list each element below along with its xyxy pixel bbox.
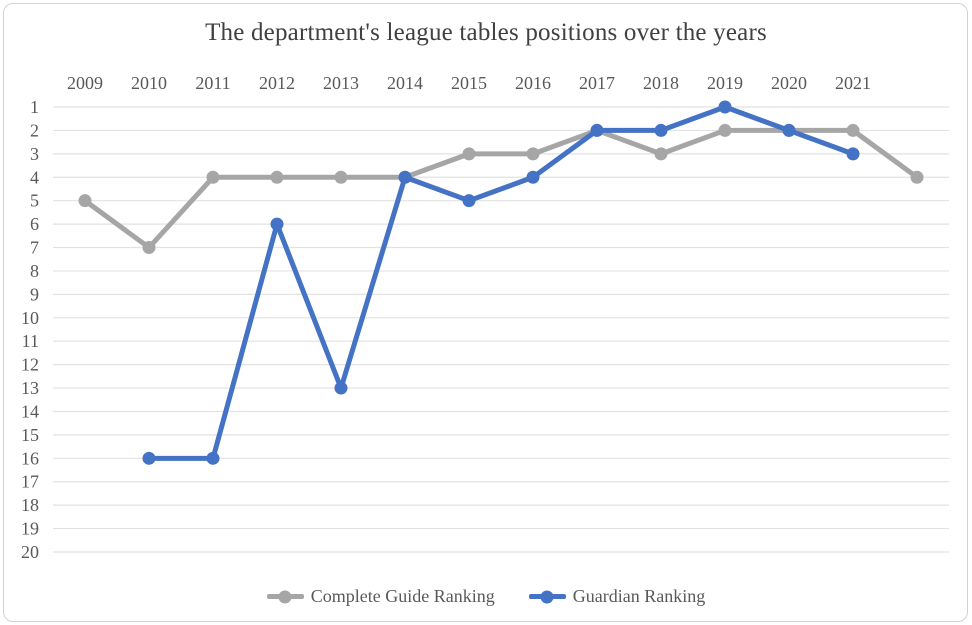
data-point-marker	[846, 123, 860, 137]
y-tick-label: 20	[21, 542, 39, 562]
x-tick-label: 2015	[451, 73, 487, 93]
x-tick-label: 2014	[387, 73, 423, 93]
complete-guide-dot-icon	[278, 590, 292, 603]
data-point-marker	[78, 194, 92, 208]
y-tick-label: 9	[30, 284, 39, 304]
y-tick-label: 16	[21, 448, 39, 468]
data-point-marker	[206, 170, 220, 184]
legend-item-guardian: Guardian Ranking	[528, 586, 706, 607]
y-tick-label: 7	[30, 238, 39, 258]
series-line	[146, 104, 856, 461]
y-tick-label: 17	[21, 472, 39, 492]
data-point-marker	[910, 170, 924, 184]
data-point-marker	[654, 123, 668, 137]
y-tick-label: 18	[21, 495, 39, 515]
data-point-marker	[782, 123, 796, 137]
y-tick-label: 1	[30, 97, 39, 117]
y-tick-label: 19	[21, 519, 39, 539]
y-tick-label: 6	[30, 214, 39, 234]
x-tick-label: 2020	[771, 73, 807, 93]
y-tick-label: 12	[21, 355, 39, 375]
x-tick-label: 2016	[515, 73, 551, 93]
y-tick-label: 2	[30, 120, 39, 140]
data-point-marker	[526, 147, 540, 161]
x-tick-label: 2013	[323, 73, 359, 93]
data-point-marker	[846, 147, 860, 161]
data-point-marker	[654, 147, 668, 161]
x-tick-label: 2011	[195, 73, 230, 93]
x-tick-label: 2019	[707, 73, 743, 93]
complete-guide-line-marker-icon	[266, 590, 304, 603]
data-point-marker	[334, 170, 348, 184]
x-tick-label: 2009	[67, 73, 103, 93]
data-point-marker	[526, 170, 540, 184]
series-line	[82, 127, 920, 251]
y-tick-label: 14	[21, 401, 39, 421]
y-tick-label: 8	[30, 261, 39, 281]
x-tick-label: 2021	[835, 73, 871, 93]
data-point-marker	[334, 381, 348, 395]
guardian-line-marker-icon	[528, 590, 566, 603]
y-tick-label: 10	[21, 308, 39, 328]
data-point-marker	[270, 170, 284, 184]
legend-label: Complete Guide Ranking	[310, 586, 495, 606]
x-tick-label: 2018	[643, 73, 679, 93]
data-point-marker	[462, 147, 476, 161]
guardian-dot-icon	[540, 590, 554, 603]
y-tick-label: 5	[30, 191, 39, 211]
data-point-marker	[398, 170, 412, 184]
data-point-marker	[206, 451, 220, 465]
data-point-marker	[270, 217, 284, 231]
x-tick-label: 2017	[579, 73, 615, 93]
data-point-marker	[142, 451, 156, 465]
chart-legend: Complete Guide Ranking Guardian Ranking	[0, 586, 972, 607]
y-tick-label: 13	[21, 378, 39, 398]
chart-title: The department's league tables positions…	[205, 19, 767, 46]
x-tick-label: 2010	[131, 73, 167, 93]
data-point-marker	[718, 123, 732, 137]
y-tick-label: 4	[30, 167, 39, 187]
x-tick-label: 2012	[259, 73, 295, 93]
y-tick-label: 11	[22, 331, 39, 351]
y-tick-label: 3	[30, 144, 39, 164]
y-tick-label: 15	[21, 425, 39, 445]
data-point-marker	[718, 100, 732, 114]
data-point-marker	[462, 194, 476, 208]
data-point-marker	[590, 123, 604, 137]
legend-item-complete-guide: Complete Guide Ranking	[266, 586, 495, 607]
legend-label: Guardian Ranking	[572, 586, 706, 606]
data-point-marker	[142, 241, 156, 255]
chart-frame	[3, 3, 968, 622]
